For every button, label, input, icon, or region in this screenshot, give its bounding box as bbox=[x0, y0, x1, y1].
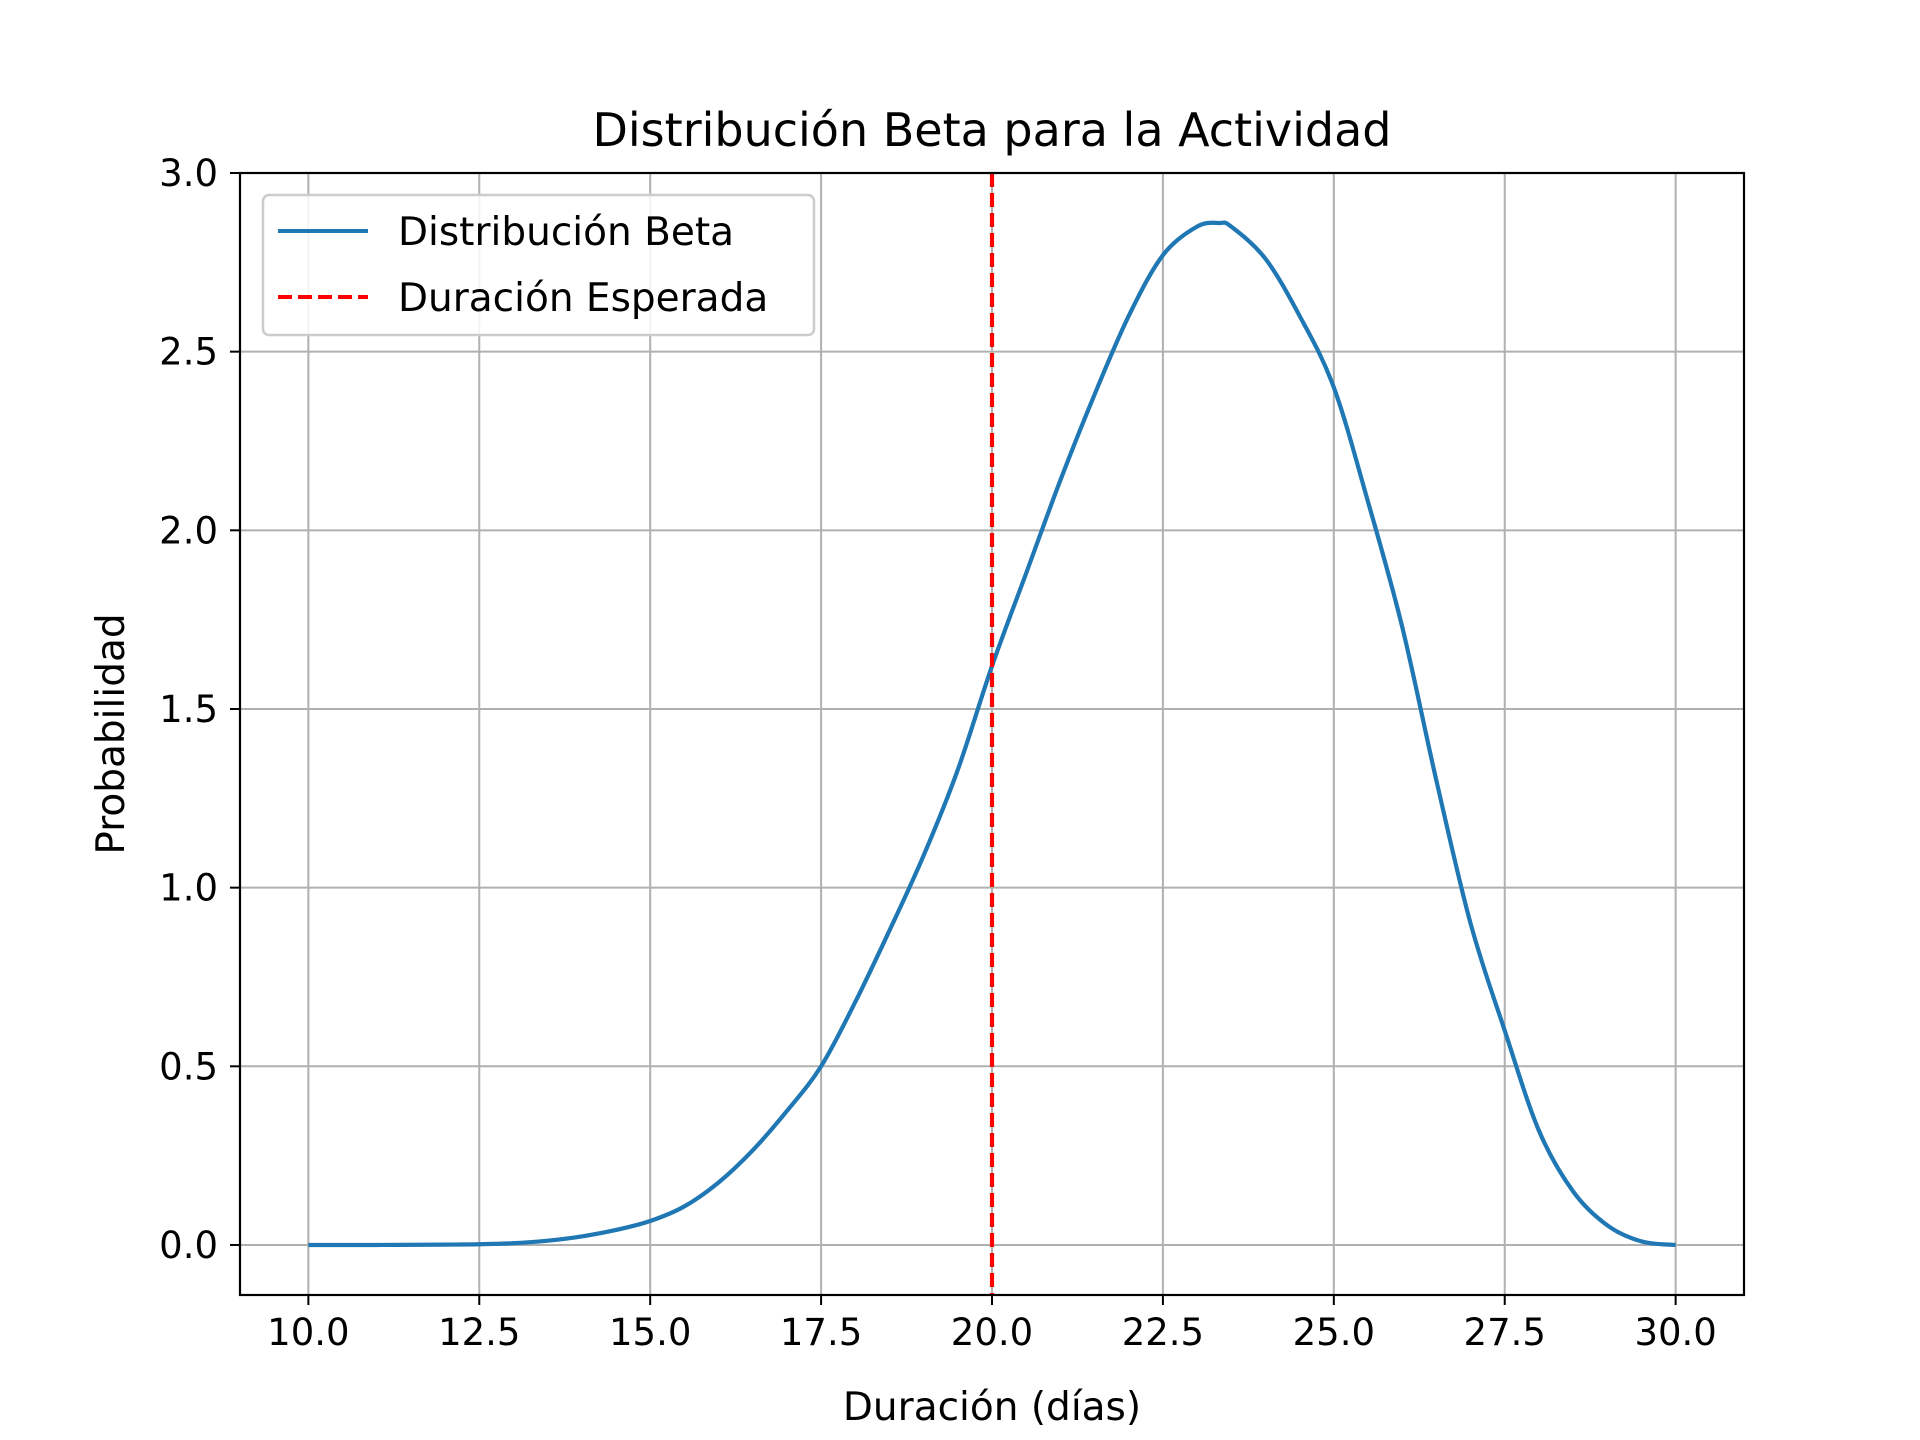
plot-data bbox=[308, 173, 1676, 1295]
x-tick-label: 22.5 bbox=[1122, 1311, 1204, 1354]
y-tick-label: 2.5 bbox=[159, 331, 218, 374]
x-tick-label: 15.0 bbox=[609, 1311, 691, 1354]
legend-box bbox=[261, 193, 816, 337]
y-axis-label: Probabilidad bbox=[89, 613, 134, 854]
legend-label-duracion-esperada: Duración Esperada bbox=[398, 276, 768, 321]
x-tick-label: 12.5 bbox=[438, 1311, 520, 1354]
series-line-distribucion-beta bbox=[308, 220, 1676, 1248]
y-tick-label: 0.5 bbox=[159, 1045, 218, 1088]
x-tick-label: 30.0 bbox=[1634, 1311, 1716, 1354]
x-tick-label: 17.5 bbox=[780, 1311, 862, 1354]
x-tick-label: 27.5 bbox=[1464, 1311, 1546, 1354]
y-tick-label: 3.0 bbox=[159, 152, 218, 195]
x-tick-label: 10.0 bbox=[267, 1311, 349, 1354]
x-tick-label: 25.0 bbox=[1293, 1311, 1375, 1354]
chart-title: Distribución Beta para la Actividad bbox=[592, 103, 1391, 157]
y-tick-label: 0.0 bbox=[159, 1224, 218, 1267]
x-axis-label: Duración (días) bbox=[843, 1385, 1141, 1430]
axis-ticks: 10.0 12.5 15.0 17.5 20.0 22.5 25.0 27.5 30.0 0.0 0… bbox=[159, 152, 1717, 1354]
legend: Distribución Beta Duración Esperada bbox=[261, 193, 816, 337]
legend-label-distribucion-beta: Distribución Beta bbox=[398, 210, 734, 255]
y-tick-label: 1.5 bbox=[159, 688, 218, 731]
y-tick-label: 1.0 bbox=[159, 867, 218, 910]
x-tick-label: 20.0 bbox=[951, 1311, 1033, 1354]
y-tick-label: 2.0 bbox=[159, 509, 218, 552]
